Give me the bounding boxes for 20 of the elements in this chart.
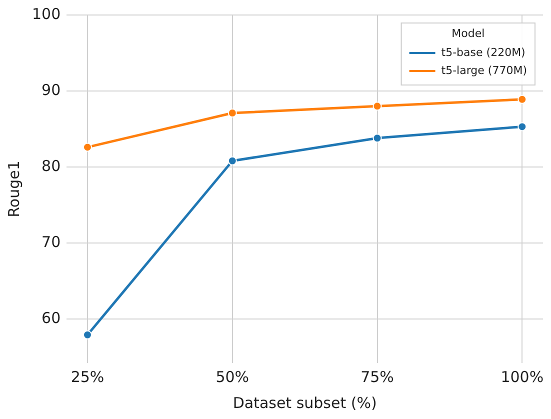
- x-tick-label: 25%: [70, 368, 104, 386]
- y-tick-label: 90: [42, 80, 61, 99]
- legend-label: t5-large (770M): [441, 64, 528, 77]
- point: [372, 134, 382, 143]
- point: [518, 94, 527, 104]
- point: [518, 122, 527, 132]
- point: [228, 156, 237, 166]
- y-tick-label: 80: [42, 156, 61, 175]
- x-tick-label: 100%: [500, 368, 544, 386]
- y-tick-label: 70: [42, 232, 61, 251]
- y-tick-label: 60: [42, 308, 61, 327]
- legend-title: Model: [452, 26, 485, 40]
- x-tick-label: 75%: [360, 368, 394, 386]
- x-axis-title: Dataset subset (%): [232, 394, 377, 412]
- point: [228, 108, 237, 118]
- y-tick-label: 100: [32, 4, 61, 23]
- x-tick-label: 50%: [216, 368, 250, 386]
- point: [372, 102, 382, 111]
- y-axis-title: Rouge1: [4, 160, 23, 218]
- legend-label: t5-base (220M): [441, 46, 526, 59]
